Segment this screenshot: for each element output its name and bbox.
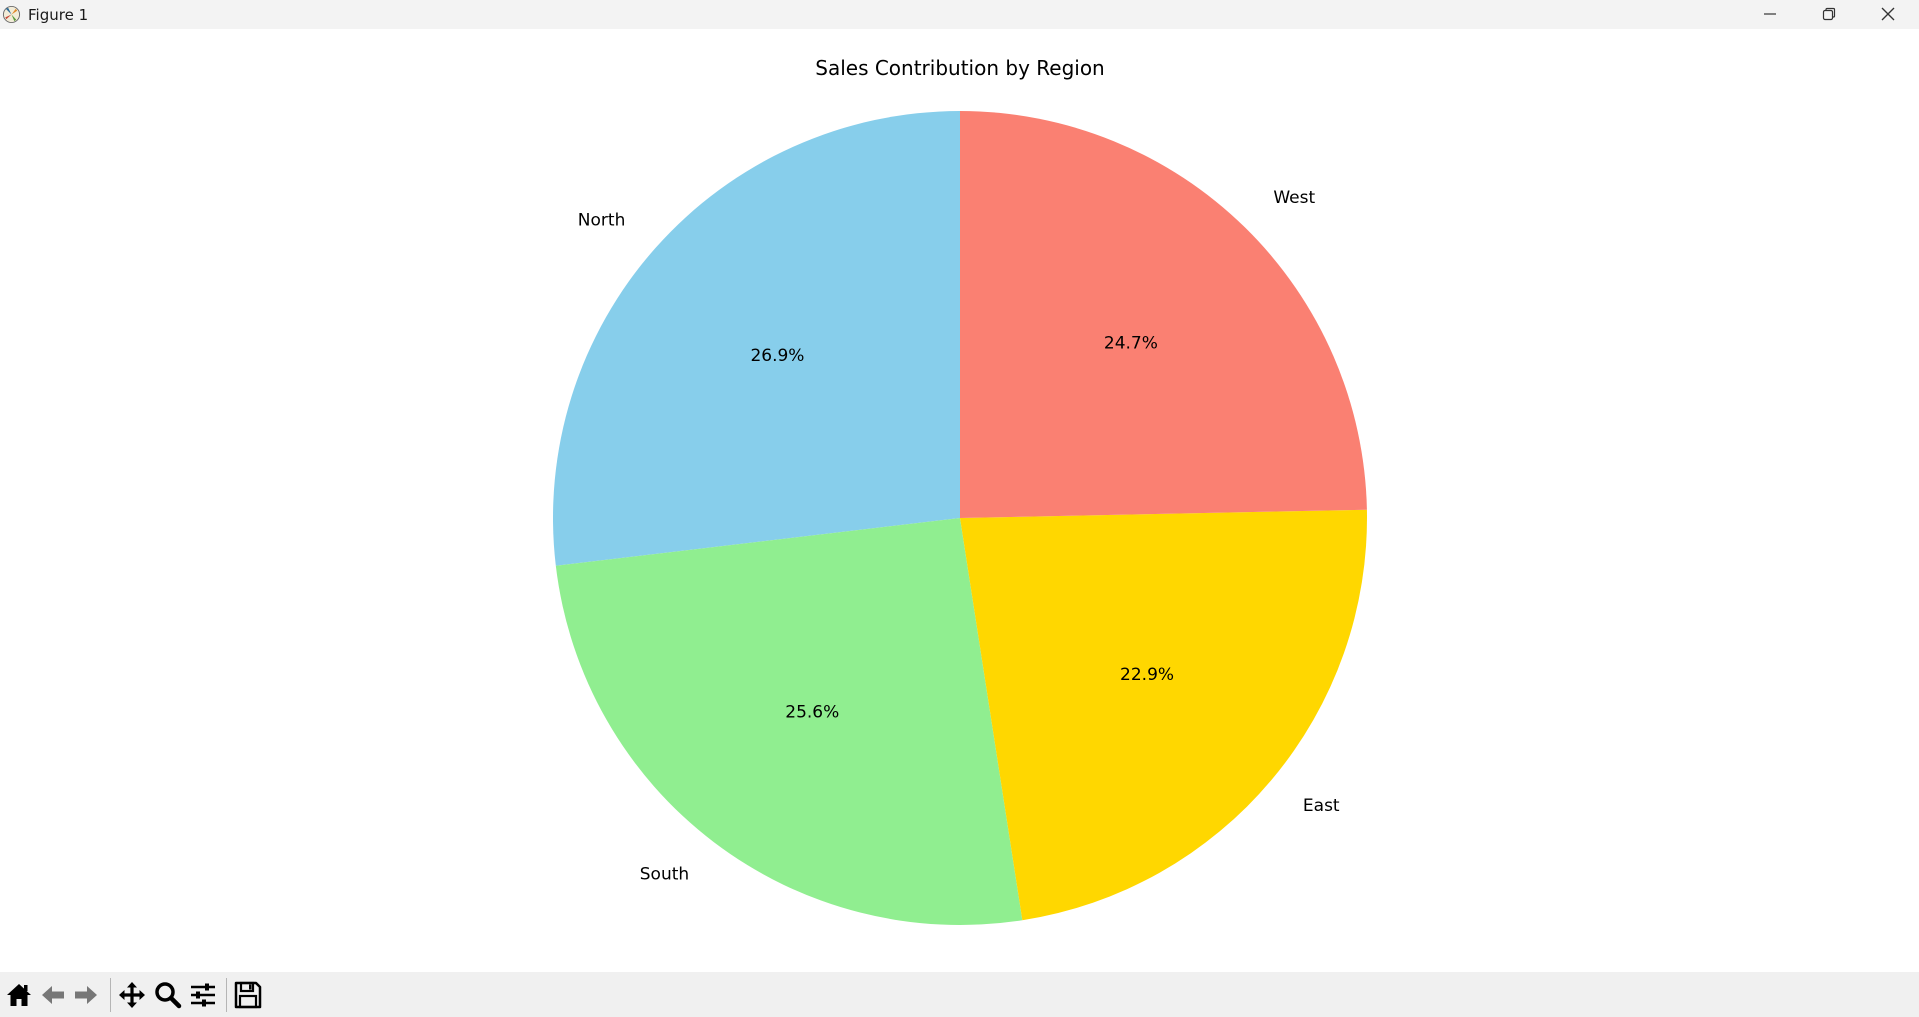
pie-chart: Sales Contribution by Region 26.9%North2… <box>553 56 1367 925</box>
pie-slices: 26.9% North 25.6% South 22.9% East 24.7% West <box>553 111 1367 925</box>
pie-category-label: North <box>578 211 626 231</box>
pie-category-label: East <box>1303 796 1340 816</box>
save-icon[interactable] <box>233 980 263 1010</box>
pan-icon[interactable] <box>117 980 147 1010</box>
home-icon[interactable] <box>4 980 34 1010</box>
pie-percent-label: 26.9% <box>750 346 804 366</box>
forward-arrow-icon[interactable] <box>71 980 101 1010</box>
toolbar-separator <box>226 978 227 1012</box>
pie-slice-east <box>960 509 1367 921</box>
navigation-toolbar <box>0 972 1919 1017</box>
pie-percent-label: 24.7% <box>1104 334 1158 354</box>
pie-slice-north <box>553 111 960 566</box>
close-button[interactable] <box>1859 0 1917 29</box>
back-arrow-icon[interactable] <box>38 980 68 1010</box>
maximize-button[interactable] <box>1800 0 1858 29</box>
pie-slice-west <box>960 111 1367 518</box>
restore-icon <box>1822 7 1836 21</box>
close-icon <box>1881 7 1895 21</box>
configure-subplots-icon[interactable] <box>188 980 218 1010</box>
window-title: Figure 1 <box>28 6 89 24</box>
chart-title: Sales Contribution by Region <box>815 56 1104 80</box>
pie-percent-label: 25.6% <box>785 702 839 722</box>
toolbar-separator <box>110 978 111 1012</box>
pie-category-label: South <box>640 864 689 884</box>
matplotlib-app-icon <box>2 5 21 24</box>
pie-percent-label: 22.9% <box>1120 665 1174 685</box>
figure-canvas[interactable]: Sales Contribution by Region 26.9% North 2… <box>0 29 1919 972</box>
zoom-icon[interactable] <box>153 980 183 1010</box>
minimize-button[interactable] <box>1741 0 1799 29</box>
minimize-icon <box>1764 13 1776 15</box>
pie-slice-south <box>555 518 1023 925</box>
title-bar: Figure 1 <box>0 0 1919 29</box>
pie-category-label: West <box>1273 188 1315 208</box>
